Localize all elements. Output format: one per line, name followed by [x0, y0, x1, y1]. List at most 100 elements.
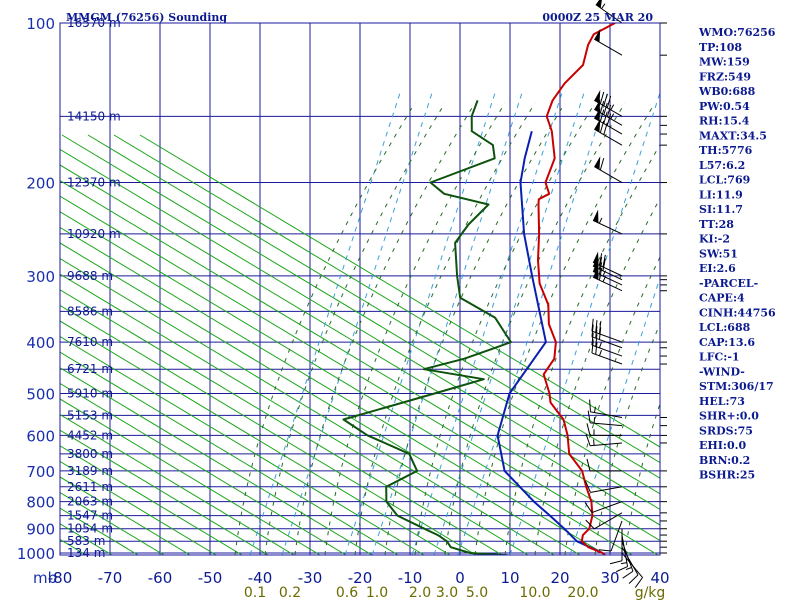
index-value: LCL:688 — [699, 321, 751, 334]
dry-adiabat-line — [60, 460, 217, 555]
index-value: SHR+:0.0 — [699, 410, 759, 423]
temperature-tick-label: -40 — [248, 569, 273, 587]
mixing-ratio-line — [457, 92, 609, 555]
wind-barb — [592, 209, 623, 235]
index-value: LI:11.9 — [699, 188, 743, 201]
mixing-ratio-label: 10.0 — [519, 585, 550, 600]
pressure-tick-label: 300 — [26, 268, 55, 286]
pressure-tick-label: 200 — [26, 175, 55, 193]
height-label: 2611 m — [67, 480, 113, 494]
index-value: -PARCEL- — [699, 277, 758, 290]
index-value: LCL:769 — [699, 174, 750, 187]
pressure-tick-label: 1000 — [17, 545, 55, 563]
dry-adiabat-line — [60, 148, 660, 510]
wind-barb — [584, 480, 623, 493]
wind-barb — [594, 28, 623, 56]
moist-adiabat-line — [384, 102, 566, 555]
index-value: STM:306/17 — [699, 380, 774, 393]
dry-adiabat-line — [60, 414, 295, 555]
mixing-ratio-label: 0.2 — [279, 585, 301, 600]
height-label: 5153 m — [67, 408, 113, 422]
moist-adiabat-line — [444, 102, 626, 555]
wind-barb — [592, 266, 623, 292]
moist-adiabat-line — [354, 102, 536, 555]
height-label: 4452 m — [67, 428, 113, 442]
index-value: PW:0.54 — [699, 100, 750, 113]
wind-barb — [585, 512, 623, 530]
dry-adiabat-line — [60, 273, 529, 555]
wind-barb — [587, 410, 623, 427]
mixing-ratio-label: 1.0 — [366, 585, 388, 600]
temperature-tick-label: -80 — [48, 569, 73, 587]
dry-adiabat-line — [60, 351, 399, 555]
pressure-tick-label: 800 — [26, 494, 55, 512]
mixing-ratio-label: g/kg — [635, 585, 666, 600]
dry-adiabat-line — [60, 195, 659, 555]
wind-barb — [621, 552, 643, 588]
mixing-ratio-label: 0.1 — [244, 585, 266, 600]
mixing-ratio-line — [411, 92, 563, 555]
pressure-tick-label: 500 — [26, 386, 55, 404]
moist-adiabat-line — [564, 256, 660, 555]
index-value: EI:2.6 — [699, 262, 736, 275]
index-value: HEL:73 — [699, 395, 745, 408]
dry-adiabat-line — [139, 134, 660, 448]
wind-barb — [595, 0, 623, 24]
wind-barb — [589, 399, 623, 418]
height-label: 3800 m — [67, 447, 113, 461]
dry-adiabat-line — [113, 134, 660, 464]
index-value: CINH:44756 — [699, 306, 776, 319]
temperature-tick-label: -10 — [398, 569, 423, 587]
dry-adiabat-line — [60, 258, 555, 555]
dry-adiabat-line — [60, 226, 607, 555]
height-label: 134 m — [67, 546, 105, 560]
dry-adiabat-line — [60, 445, 243, 555]
dry-adiabat-line — [60, 320, 451, 555]
height-label: 8586 m — [67, 304, 113, 318]
index-value: WMO:76256 — [698, 26, 776, 39]
dry-adiabat-line — [60, 180, 660, 542]
index-value: CAPE:4 — [699, 292, 745, 305]
wind-barb — [594, 89, 623, 117]
plot-frame — [59, 22, 661, 556]
index-value: TP:108 — [699, 41, 742, 54]
index-value: FRZ:549 — [699, 70, 751, 83]
mixing-ratio-label: 0.6 — [336, 585, 358, 600]
height-label: 7610 m — [67, 335, 113, 349]
wind-barb — [598, 520, 623, 552]
mixing-ratio-line — [509, 92, 660, 555]
index-value: L57:6.2 — [699, 159, 745, 172]
temperature-tick-label: 40 — [650, 569, 669, 587]
temperature-trace — [537, 23, 616, 555]
index-value: MW:159 — [699, 56, 750, 69]
mixing-ratio-line — [371, 92, 523, 555]
height-label: 1547 m — [67, 509, 113, 523]
mixing-ratio-label: 5.0 — [466, 585, 488, 600]
height-label: 12370 m — [67, 176, 121, 190]
wind-barb — [594, 156, 623, 183]
dry-adiabat-line — [60, 289, 503, 555]
parcel-trace — [496, 130, 603, 554]
temperature-tick-label: 0 — [455, 569, 465, 587]
dry-adiabat-line — [60, 382, 347, 555]
wind-barb — [616, 534, 629, 573]
wind-barb — [594, 118, 623, 146]
dry-adiabat-line — [60, 429, 269, 555]
mixing-ratio-line — [281, 92, 433, 555]
dry-adiabat-lines — [60, 134, 660, 555]
index-value: SI:11.7 — [699, 203, 743, 216]
isobar-lines — [60, 23, 660, 554]
index-value: LFC:-1 — [699, 351, 740, 364]
height-label: 1054 m — [67, 522, 113, 536]
dry-adiabat-line — [60, 398, 321, 555]
height-label: 3189 m — [67, 464, 113, 478]
temperature-tick-label: -70 — [98, 569, 123, 587]
pressure-tick-label: 100 — [26, 15, 55, 33]
height-label: 583 m — [67, 534, 105, 548]
height-label: 5910 m — [67, 387, 113, 401]
index-value: WB0:688 — [698, 85, 756, 98]
dry-adiabat-line — [61, 134, 660, 495]
